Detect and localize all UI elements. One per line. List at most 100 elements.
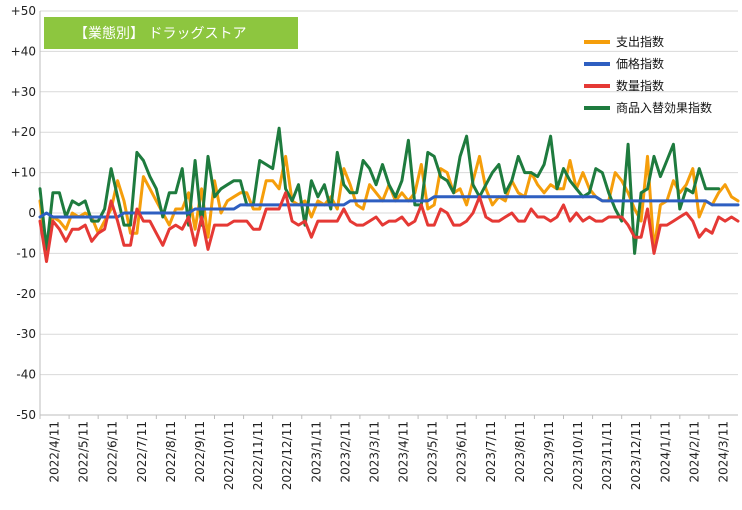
data-point (549, 135, 552, 137)
data-point (142, 175, 145, 178)
data-point (194, 159, 196, 162)
data-point (659, 224, 662, 226)
data-point (194, 228, 196, 230)
data-point (491, 220, 494, 222)
data-point (653, 200, 655, 202)
data-point (149, 220, 151, 222)
data-point (543, 192, 545, 194)
data-point (71, 228, 74, 230)
data-point (349, 183, 352, 186)
data-point (200, 208, 203, 210)
data-point (401, 192, 403, 194)
data-point (323, 204, 326, 206)
data-point (258, 228, 261, 230)
y-tick-label: +40 (11, 44, 36, 58)
data-point (317, 196, 319, 198)
data-point (446, 196, 449, 198)
data-point (627, 192, 629, 194)
data-point (620, 200, 623, 202)
data-point (162, 212, 164, 214)
data-point (149, 188, 151, 190)
data-point (343, 167, 345, 170)
data-point (110, 200, 112, 202)
x-tick-label: 2022/6/11 (106, 421, 120, 483)
data-point (116, 220, 119, 222)
data-point (536, 196, 539, 198)
data-point (536, 216, 539, 218)
data-point (271, 208, 274, 210)
data-point (679, 216, 681, 218)
data-point (97, 216, 99, 218)
data-point (297, 183, 300, 186)
data-point (246, 192, 248, 194)
data-point (65, 240, 67, 243)
data-point (84, 216, 86, 218)
data-point (659, 204, 662, 206)
data-point (588, 216, 591, 218)
data-point (187, 192, 190, 194)
data-point (265, 179, 268, 182)
data-point (84, 200, 86, 202)
data-point (575, 212, 578, 214)
data-point (633, 208, 636, 210)
data-point (317, 200, 319, 202)
x-tick-label: 2022/5/11 (77, 421, 91, 483)
data-point (65, 216, 67, 218)
data-point (220, 188, 222, 190)
data-point (181, 228, 183, 230)
data-point (427, 224, 429, 226)
data-point (284, 155, 287, 158)
data-point (291, 200, 293, 202)
data-point (233, 196, 235, 198)
y-tick-label: +30 (11, 85, 36, 99)
data-point (284, 204, 287, 206)
chart-title-box: 【業態別】 ドラッグストア (44, 17, 298, 49)
data-point (582, 171, 584, 174)
x-tick-label: 2022/7/11 (135, 421, 149, 483)
data-point (459, 155, 461, 158)
data-point (103, 208, 106, 210)
data-point (672, 200, 675, 202)
data-point (258, 208, 261, 210)
data-point (136, 151, 138, 154)
data-point (155, 232, 158, 234)
data-point (142, 212, 145, 214)
data-point (213, 224, 216, 226)
data-point (607, 200, 610, 202)
data-point (129, 244, 132, 247)
data-point (672, 179, 675, 182)
data-point (142, 220, 145, 222)
data-point (575, 196, 578, 198)
data-point (233, 208, 235, 210)
data-point (362, 159, 364, 162)
data-point (97, 220, 99, 222)
data-point (569, 159, 571, 162)
data-point (504, 216, 507, 218)
data-point (368, 200, 371, 202)
data-point (414, 200, 416, 202)
data-point (246, 204, 248, 206)
data-point (601, 220, 604, 222)
data-point (136, 232, 138, 234)
data-point (737, 220, 739, 222)
data-point (181, 167, 183, 170)
data-point (498, 220, 500, 222)
data-point (155, 188, 158, 190)
data-point (472, 183, 474, 186)
x-tick-label: 2023/12/11 (629, 421, 643, 490)
data-point (627, 143, 629, 146)
data-point (174, 224, 177, 226)
data-point (401, 179, 403, 182)
data-point (452, 196, 455, 198)
data-point (685, 212, 688, 214)
data-point (595, 167, 597, 170)
data-point (45, 260, 48, 263)
data-point (78, 204, 80, 206)
data-point (213, 179, 216, 182)
data-point (666, 224, 668, 226)
data-point (239, 220, 242, 222)
data-point (213, 196, 216, 198)
data-point (485, 196, 487, 198)
data-point (724, 220, 726, 222)
